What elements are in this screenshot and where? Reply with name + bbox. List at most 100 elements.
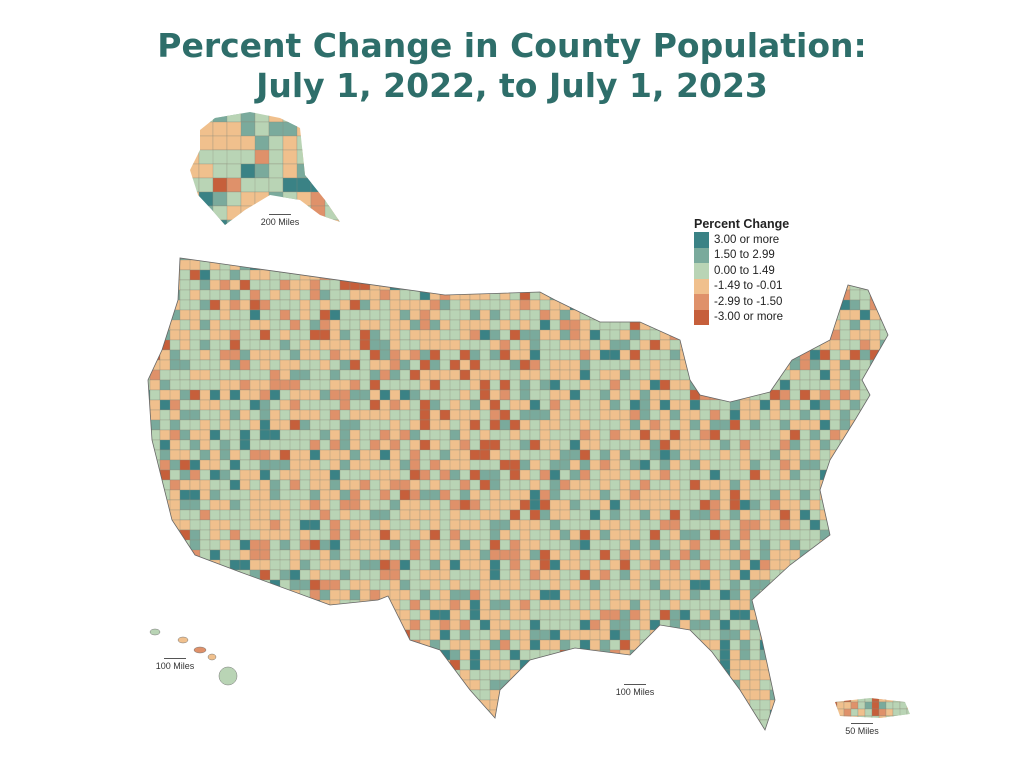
county	[279, 649, 291, 661]
county	[319, 709, 331, 721]
county	[639, 529, 651, 541]
county	[429, 679, 451, 691]
county	[789, 689, 801, 701]
county	[819, 609, 831, 621]
county	[629, 309, 641, 321]
county	[809, 319, 831, 331]
county	[669, 509, 681, 521]
county	[239, 319, 251, 331]
county	[459, 419, 471, 431]
county	[329, 439, 341, 451]
county	[759, 439, 771, 451]
county	[729, 639, 741, 651]
county	[789, 379, 801, 391]
county	[539, 569, 551, 581]
county	[249, 719, 271, 730]
county	[619, 509, 631, 521]
county	[519, 679, 531, 691]
county	[409, 269, 431, 281]
county	[739, 349, 751, 361]
county	[639, 499, 651, 511]
county	[449, 709, 461, 721]
county	[869, 329, 881, 341]
county	[149, 369, 161, 381]
county	[439, 439, 451, 451]
county	[519, 459, 531, 471]
county	[189, 439, 201, 451]
county	[239, 619, 261, 631]
county	[324, 149, 340, 165]
county	[148, 489, 151, 501]
county	[299, 479, 311, 491]
county	[369, 689, 381, 701]
county	[399, 339, 411, 351]
county	[209, 619, 231, 631]
county	[489, 729, 501, 730]
county	[190, 205, 200, 221]
county	[369, 429, 381, 441]
county	[539, 359, 551, 371]
county	[229, 639, 241, 651]
county	[239, 589, 261, 601]
county	[240, 191, 256, 207]
county	[609, 659, 621, 671]
county	[229, 709, 241, 721]
county	[569, 719, 591, 730]
county	[339, 729, 351, 730]
county	[369, 659, 381, 671]
county	[159, 629, 181, 641]
county	[689, 509, 701, 521]
county	[549, 409, 561, 421]
county	[299, 258, 321, 261]
county	[659, 609, 671, 621]
county	[559, 659, 571, 671]
county	[869, 259, 881, 271]
county	[309, 369, 321, 381]
county	[509, 529, 521, 541]
county	[829, 639, 841, 651]
county	[409, 469, 421, 481]
county	[609, 569, 621, 581]
county	[429, 409, 441, 421]
county	[819, 409, 831, 421]
county	[499, 689, 521, 701]
county	[249, 489, 261, 501]
county	[249, 699, 271, 711]
county	[835, 701, 838, 710]
county	[599, 589, 611, 601]
county	[879, 379, 888, 391]
county	[409, 569, 421, 581]
county	[669, 659, 691, 671]
county	[309, 599, 321, 611]
county	[469, 629, 481, 641]
county	[189, 479, 201, 491]
county	[169, 359, 181, 371]
county	[679, 499, 691, 511]
county	[349, 469, 361, 481]
county	[339, 519, 351, 531]
county	[339, 639, 351, 651]
legend-item: -3.00 or more	[694, 309, 789, 325]
county	[609, 609, 621, 621]
county	[539, 509, 551, 521]
county	[169, 409, 181, 421]
county	[849, 429, 861, 441]
county	[309, 529, 321, 541]
county	[310, 177, 326, 193]
county	[389, 439, 401, 451]
legend-label: -2.99 to -1.50	[714, 295, 783, 308]
county	[259, 369, 271, 381]
county	[539, 309, 551, 321]
county	[289, 539, 301, 551]
county	[379, 259, 391, 271]
county	[589, 719, 611, 730]
county	[629, 649, 641, 661]
county	[169, 559, 181, 571]
county	[839, 369, 851, 381]
county	[399, 329, 411, 341]
county	[609, 459, 621, 471]
county	[509, 649, 521, 661]
county	[549, 659, 571, 671]
county	[389, 399, 401, 411]
county	[839, 689, 861, 701]
